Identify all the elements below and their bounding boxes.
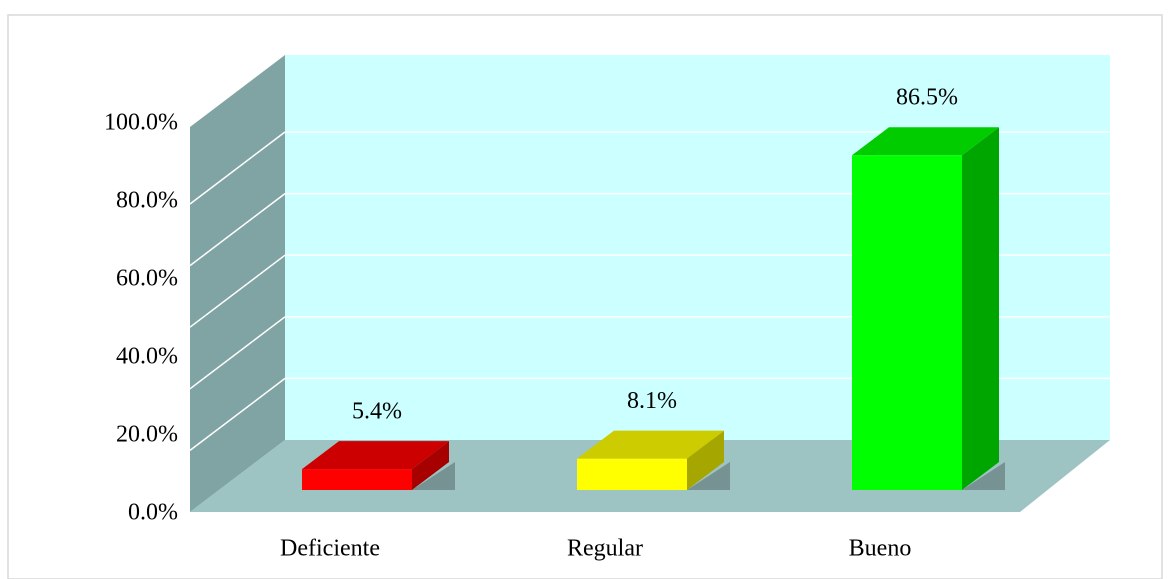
grid-line xyxy=(189,377,286,451)
y-tick-label: 80.0% xyxy=(116,188,178,214)
bar xyxy=(302,469,412,490)
data-label: 5.4% xyxy=(352,399,402,425)
grid-line xyxy=(189,316,286,390)
data-label: 8.1% xyxy=(627,388,677,414)
bar-shadow xyxy=(412,462,455,490)
bar-side xyxy=(962,127,999,491)
bar-side xyxy=(687,430,724,490)
side-wall xyxy=(190,55,285,512)
bar-top xyxy=(852,127,999,156)
data-label: 86.5% xyxy=(896,85,958,111)
y-tick-label: 20.0% xyxy=(116,422,178,448)
bar-shadow xyxy=(962,462,1005,490)
bar xyxy=(852,155,962,490)
x-tick-label: Deficiente xyxy=(280,536,380,562)
bar-shadow xyxy=(687,462,730,490)
bar-top xyxy=(577,430,724,459)
grid-line xyxy=(189,193,286,267)
y-tick-label: 0.0% xyxy=(128,500,178,526)
y-tick-label: 100.0% xyxy=(104,110,178,136)
grid-line xyxy=(189,254,286,328)
grid-line xyxy=(189,131,286,205)
y-tick-label: 40.0% xyxy=(116,344,178,370)
y-tick-label: 60.0% xyxy=(116,266,178,292)
bar xyxy=(577,458,687,490)
x-tick-label: Bueno xyxy=(849,536,912,562)
x-tick-label: Regular xyxy=(567,536,643,562)
bar-side xyxy=(412,441,449,490)
bar-top xyxy=(302,441,449,470)
